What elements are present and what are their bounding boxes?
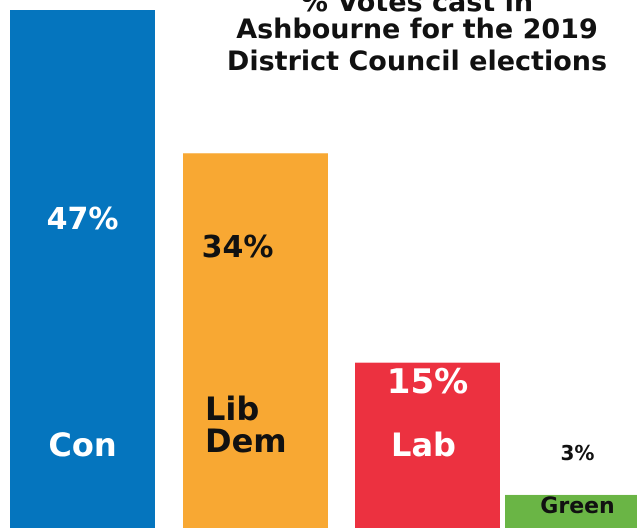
- chart-title-line-3: District Council elections: [227, 46, 607, 77]
- category-label-con: Con: [48, 426, 116, 464]
- chart-title-line-2: Ashbourne for the 2019: [236, 14, 598, 45]
- value-label-lib-dem: 34%: [202, 230, 274, 265]
- value-label-green: 3%: [561, 441, 595, 465]
- bar-lib-dem: [183, 153, 328, 528]
- value-label-lab: 15%: [387, 362, 468, 402]
- bars-group: [10, 10, 637, 528]
- bar-lab: [355, 362, 500, 528]
- value-label-con: 47%: [47, 202, 119, 237]
- bar-green: [505, 494, 637, 528]
- chart-title-line-1: % Votes cast in: [301, 0, 533, 18]
- category-label-lab: Lab: [391, 426, 456, 464]
- category-label-lib-dem-line-2: Dem: [205, 422, 287, 460]
- bar-con: [10, 10, 155, 528]
- category-label-green: Green: [540, 494, 614, 519]
- category-label-lib-dem-line-1: Lib: [205, 390, 259, 428]
